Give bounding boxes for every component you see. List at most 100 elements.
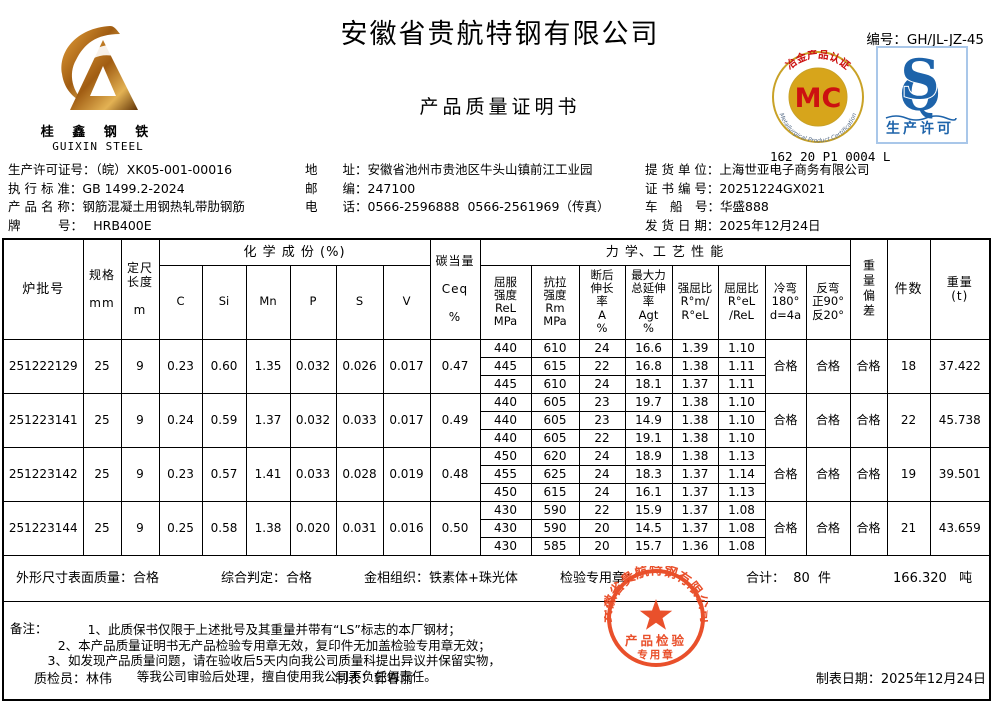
total-elongation-agt: 15.7: [624, 536, 673, 556]
weight-t: 37.422: [929, 338, 991, 394]
mc-certification-badge: 冶金产品认证 Metallurgical Product Certificati…: [770, 48, 891, 164]
heat-batch-no: 251222129: [2, 338, 84, 394]
ratio-rm-rel: 1.39: [671, 338, 719, 358]
chem-si: 0.60: [201, 338, 247, 394]
ship-date-label: 发 货 日 期：: [645, 217, 720, 233]
col-pieces: 件数: [886, 238, 931, 340]
standard-row: 执 行 标 准：GB 1499.2-2024: [8, 180, 300, 199]
yield-strength-rel: 430: [479, 536, 532, 556]
cert-no-row: 证 书 编 号：20251224GX021: [645, 180, 995, 199]
license-no-row: 生产许可证号：（皖）XK05-001-00016: [8, 161, 300, 180]
total-elongation-agt: 18.1: [624, 374, 673, 394]
grade-label: 牌 号：: [8, 217, 77, 233]
yield-strength-rel: 440: [479, 428, 532, 448]
reverse-bend-result: 合格: [805, 338, 851, 394]
chem-si: 0.59: [201, 392, 247, 448]
mech-subrow: 450 615 24 16.1 1.37 1.13: [3, 482, 990, 502]
serial-number: 编号：GH/JL-JZ-45: [866, 28, 984, 48]
ratio-rm-rel: 1.37: [671, 374, 719, 394]
group-mechanical: 力 学、工 艺 性 能: [479, 238, 851, 266]
phone-value: 0566-2596888 0566-2561969（传真）: [367, 199, 610, 214]
elongation-a: 24: [578, 446, 626, 466]
total-elongation-agt: 18.9: [624, 446, 673, 466]
chem-p: 0.032: [289, 338, 337, 394]
elongation-a: 24: [578, 338, 626, 358]
preparer-name: 制表：郭春丽: [335, 672, 414, 687]
chem-s: 0.026: [335, 338, 384, 394]
product-name-row: 产 品 名 称：钢筋混凝土用钢热轧带肋钢筋: [8, 198, 300, 217]
col-si: Si: [201, 264, 247, 340]
elongation-a: 24: [578, 464, 626, 484]
license-no-value: （皖）XK05-001-00016: [95, 162, 233, 177]
elongation-a: 22: [578, 356, 626, 376]
spec-mm: 25: [82, 446, 122, 502]
mech-subrow: 445 610 24 18.1 1.37 1.11: [3, 374, 990, 394]
col-reverse-bend: 反弯 正90° 反20°: [805, 264, 851, 340]
col-spec: 规格 mm: [82, 238, 122, 340]
license-no-label: 生产许可证号：: [8, 162, 96, 177]
ratio-rm-rel: 1.37: [671, 500, 719, 520]
mech-subrow: 455 625 24 18.3 1.37 1.14: [3, 464, 990, 484]
ratio-rel: 1.11: [717, 356, 766, 376]
doc-title: 产品质量证明书: [419, 96, 581, 118]
remarks-lines: 1、此质保书仅限于上述批号及其重量并带有“LS”标志的本厂钢材； 2、本产品质量…: [47, 622, 501, 684]
ratio-rm-rel: 1.36: [671, 536, 719, 556]
piece-count: 21: [886, 500, 931, 556]
cold-bend-result: 合格: [764, 392, 807, 448]
qs-license-badge: Q S 生产许可: [876, 46, 968, 144]
chem-si: 0.58: [201, 500, 247, 556]
signature-footer: 质检员：林伟 制表：郭春丽 制表日期：2025年12月24日: [0, 668, 1000, 692]
yield-strength-rel: 440: [479, 392, 532, 412]
heat-batch-no: 251223142: [2, 446, 84, 502]
yield-strength-rel: 440: [479, 338, 532, 358]
col-ratio-rel: 屈屈比 R°eL /ReL: [717, 264, 766, 340]
elongation-a: 24: [578, 374, 626, 394]
piece-count: 18: [886, 338, 931, 394]
fixed-length-m: 9: [120, 392, 160, 448]
carbon-equivalent: 0.47: [429, 338, 481, 394]
cold-bend-result: 合格: [764, 338, 807, 394]
yield-strength-rel: 430: [479, 518, 532, 538]
col-v: V: [382, 264, 431, 340]
cert-no-value: 20251224GX021: [719, 180, 826, 196]
col-s: S: [335, 264, 384, 340]
mc-letters: MC: [795, 83, 842, 114]
chem-mn: 1.37: [245, 392, 291, 448]
consignee-label: 提 货 单 位：: [645, 162, 720, 177]
chem-v: 0.019: [382, 446, 431, 502]
spec-mm: 25: [82, 500, 122, 556]
mc-code: 162 20 P1 0004 L: [770, 149, 891, 164]
ship-date-row: 发 货 日 期：2025年12月24日: [645, 217, 995, 236]
cert-no-label: 证 书 编 号：: [645, 180, 720, 196]
zip-value: 247100: [367, 180, 416, 196]
group-chemical: 化 学 成 份 (%): [158, 238, 431, 266]
chem-s: 0.031: [335, 500, 384, 556]
tensile-strength-rm: 590: [530, 500, 580, 520]
weight-t: 43.659: [929, 500, 991, 556]
col-rel: 屈服 强度 ReL MPa: [479, 264, 532, 340]
meta-col-left: 生产许可证号：（皖）XK05-001-00016 执 行 标 准：GB 1499…: [8, 161, 300, 235]
vehicle-value: 华盛888: [720, 199, 769, 214]
elongation-a: 20: [578, 518, 626, 538]
yield-strength-rel: 445: [479, 356, 532, 376]
batch-row: 251223141 25 9 0.24 0.59 1.37 0.032 0.033 0.017 0…: [2, 392, 991, 448]
chem-si: 0.57: [201, 446, 247, 502]
ratio-rm-rel: 1.38: [671, 428, 719, 448]
ratio-rel: 1.08: [717, 500, 766, 520]
yield-strength-rel: 440: [479, 410, 532, 430]
chem-mn: 1.35: [245, 338, 291, 394]
address-label: 地 址：: [305, 162, 368, 177]
address-row: 地 址：安徽省池州市贵池区牛头山镇前江工业园: [305, 161, 643, 180]
serial-label: 编号：: [866, 32, 907, 48]
qs-badge-icon: Q S 生产许可: [885, 46, 957, 137]
product-name-label: 产 品 名 称：: [8, 199, 83, 214]
ratio-rel: 1.13: [717, 482, 766, 502]
ratio-rel: 1.08: [717, 518, 766, 538]
col-length: 定尺 长度 m: [120, 238, 160, 340]
chem-mn: 1.41: [245, 446, 291, 502]
elongation-a: 20: [578, 536, 626, 556]
col-mn: Mn: [245, 264, 291, 340]
yield-strength-rel: 445: [479, 374, 532, 394]
table-body: 251222129 25 9 0.23 0.60 1.35 0.032 0.026 0.017 0…: [2, 338, 991, 556]
col-agt: 最大力 总延伸 率 Agt %: [624, 264, 673, 340]
